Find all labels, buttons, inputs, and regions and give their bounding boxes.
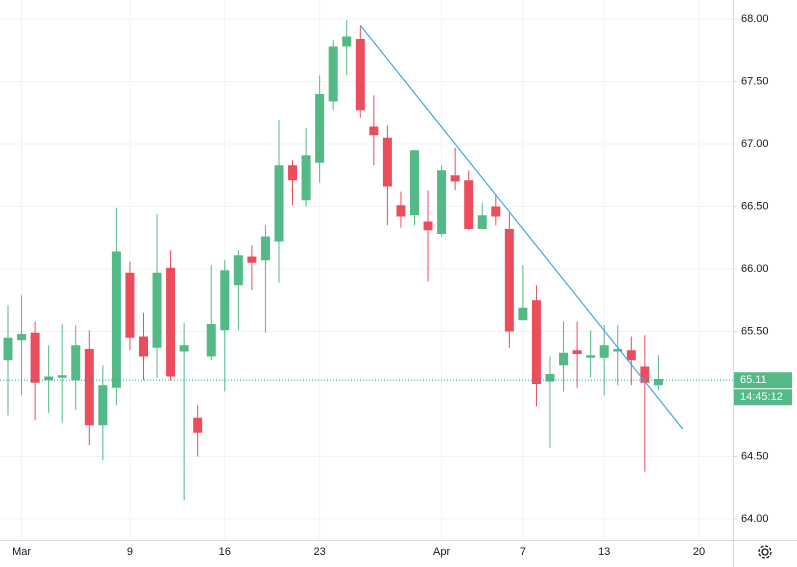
candle-body	[450, 175, 460, 182]
y-tick-label: 65.50	[741, 325, 769, 337]
x-tick-label: 23	[314, 546, 326, 558]
candle-body	[84, 349, 94, 426]
y-tick-label: 66.00	[741, 263, 769, 275]
candle-body	[193, 417, 203, 433]
x-tick-label: Apr	[433, 546, 450, 558]
candle-body	[369, 126, 379, 136]
candle-body	[342, 36, 352, 47]
y-tick-label: 64.00	[741, 513, 769, 525]
candle-body	[545, 374, 555, 382]
candle-body	[30, 332, 40, 383]
candle-body	[98, 385, 108, 426]
trendline	[359, 24, 684, 430]
candle-body	[206, 324, 216, 357]
x-tick-label: Mar	[12, 546, 31, 558]
candles	[3, 20, 663, 501]
candle-body	[247, 256, 257, 263]
candle-body	[626, 350, 636, 361]
candle-body	[274, 165, 284, 242]
candle-body	[382, 137, 392, 187]
y-tick-label: 68.00	[741, 13, 769, 25]
candle-body	[71, 345, 81, 381]
y-tick-label: 67.50	[741, 75, 769, 87]
candle-body	[640, 366, 650, 383]
candle-body	[410, 150, 419, 216]
x-tick-label: 20	[693, 546, 705, 558]
countdown-box	[734, 389, 792, 406]
candle-body	[57, 375, 67, 378]
candle-body	[586, 355, 596, 358]
candle-body	[179, 345, 189, 352]
candle-body	[477, 215, 487, 229]
candle-body	[518, 307, 528, 321]
candle-body	[233, 255, 243, 286]
x-tick-label: 16	[219, 546, 231, 558]
candle-body	[288, 165, 298, 181]
candle-body	[464, 180, 474, 229]
x-tick-label: 13	[598, 546, 610, 558]
candle-body	[504, 229, 514, 332]
candle-body	[44, 376, 54, 381]
candle-body	[559, 352, 569, 366]
candle-body	[531, 300, 541, 384]
candle-body	[355, 39, 365, 111]
candle-body	[437, 170, 447, 234]
candle-body	[315, 94, 325, 163]
x-tick-label: 7	[520, 546, 526, 558]
candle-body	[301, 155, 311, 201]
last-price-box	[734, 372, 792, 389]
y-tick-label: 67.00	[741, 138, 769, 150]
y-tick-label: 64.50	[741, 450, 769, 462]
candle-body	[396, 205, 406, 217]
candle-body	[653, 379, 663, 386]
candle-body	[220, 270, 230, 331]
candle-body	[17, 334, 27, 341]
last-price-label: 65.11	[740, 374, 767, 386]
candle-body	[152, 272, 162, 348]
x-tick-label: 9	[127, 546, 133, 558]
candle-body	[328, 46, 338, 102]
candle-body	[139, 336, 148, 357]
candle-body	[125, 272, 135, 338]
settings-icon[interactable]	[758, 545, 772, 559]
candle-body	[572, 350, 582, 354]
candle-body	[260, 236, 270, 261]
countdown-label: 14:45:12	[740, 391, 783, 403]
candle-body	[166, 267, 176, 377]
candle-body	[599, 345, 609, 358]
candle-body	[491, 206, 501, 217]
candle-body	[111, 251, 121, 388]
candle-body	[423, 221, 433, 231]
y-tick-label: 66.50	[741, 200, 769, 212]
candle-body	[613, 349, 623, 352]
candle-body	[3, 337, 13, 361]
